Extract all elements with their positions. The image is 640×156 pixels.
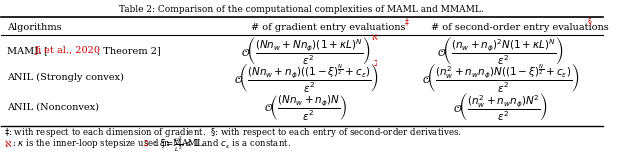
Text: $\aleph$: $\aleph$ [4, 139, 12, 149]
Text: : $\xi = \frac{\mu^2}{L^2} < 1$ and $c_\epsilon$ is a constant.: : $\xi = \frac{\mu^2}{L^2} < 1$ and $c_\… [151, 134, 291, 154]
Text: ANIL (Nonconvex): ANIL (Nonconvex) [6, 103, 99, 112]
Text: Ji et al., 2020: Ji et al., 2020 [35, 46, 101, 55]
Text: # of second-order entry evaluations: # of second-order entry evaluations [431, 23, 609, 32]
Text: $\S$: $\S$ [588, 16, 593, 28]
Text: $\mathcal{O}\!\left(\dfrac{(n_w^2+n_w n_\phi)N^2}{\epsilon^2}\right)$: $\mathcal{O}\!\left(\dfrac{(n_w^2+n_w n_… [453, 91, 548, 123]
Text: $\gimel$: $\gimel$ [374, 57, 379, 68]
Text: $\aleph$: $\aleph$ [371, 32, 378, 42]
Text: $\mathcal{O}\!\left(\dfrac{(Nn_w+Nn_\phi)(1+\kappa L)^N}{\epsilon^2}\right)$: $\mathcal{O}\!\left(\dfrac{(Nn_w+Nn_\phi… [241, 35, 371, 67]
Text: $\mathcal{O}\!\left(\dfrac{(n_w+n_\phi)^2 N(1+\kappa L)^N}{\epsilon^2}\right)$: $\mathcal{O}\!\left(\dfrac{(n_w+n_\phi)^… [437, 35, 564, 67]
Text: $\gimel$: $\gimel$ [143, 138, 149, 149]
Text: # of gradient entry evaluations: # of gradient entry evaluations [251, 23, 408, 32]
Text: $\mathcal{O}\!\left(\dfrac{(Nn_w+n_\phi)N}{\epsilon^2}\right)$: $\mathcal{O}\!\left(\dfrac{(Nn_w+n_\phi)… [264, 93, 348, 122]
Text: MAML [: MAML [ [6, 46, 47, 55]
Text: $\mathcal{O}\!\left(\dfrac{(n_w^2+n_w n_\phi)N((1-\xi)^{\frac{N}{2}}+c_\epsilon): $\mathcal{O}\!\left(\dfrac{(n_w^2+n_w n_… [422, 61, 579, 94]
Text: $\ddagger$: with respect to each dimension of gradient.  $\S$: with respect to e: $\ddagger$: with respect to each dimensi… [4, 126, 461, 139]
Text: : $\kappa$ is the inner-loop stepsize used in MAML.: : $\kappa$ is the inner-loop stepsize us… [12, 137, 209, 150]
Text: $\mathcal{O}\!\left(\dfrac{(Nn_w+n_\phi)((1-\xi)^{\frac{N}{2}}+c_\epsilon)}{\eps: $\mathcal{O}\!\left(\dfrac{(Nn_w+n_\phi)… [234, 61, 378, 94]
Text: Algorithms: Algorithms [6, 23, 61, 32]
Text: , Theorem 2]: , Theorem 2] [97, 46, 161, 55]
Text: ANIL (Strongly convex): ANIL (Strongly convex) [6, 73, 124, 82]
Text: Table 2: Comparison of the computational complexities of MAML and MMAML.: Table 2: Comparison of the computational… [120, 5, 484, 14]
Text: $\ddagger$: $\ddagger$ [404, 16, 410, 28]
